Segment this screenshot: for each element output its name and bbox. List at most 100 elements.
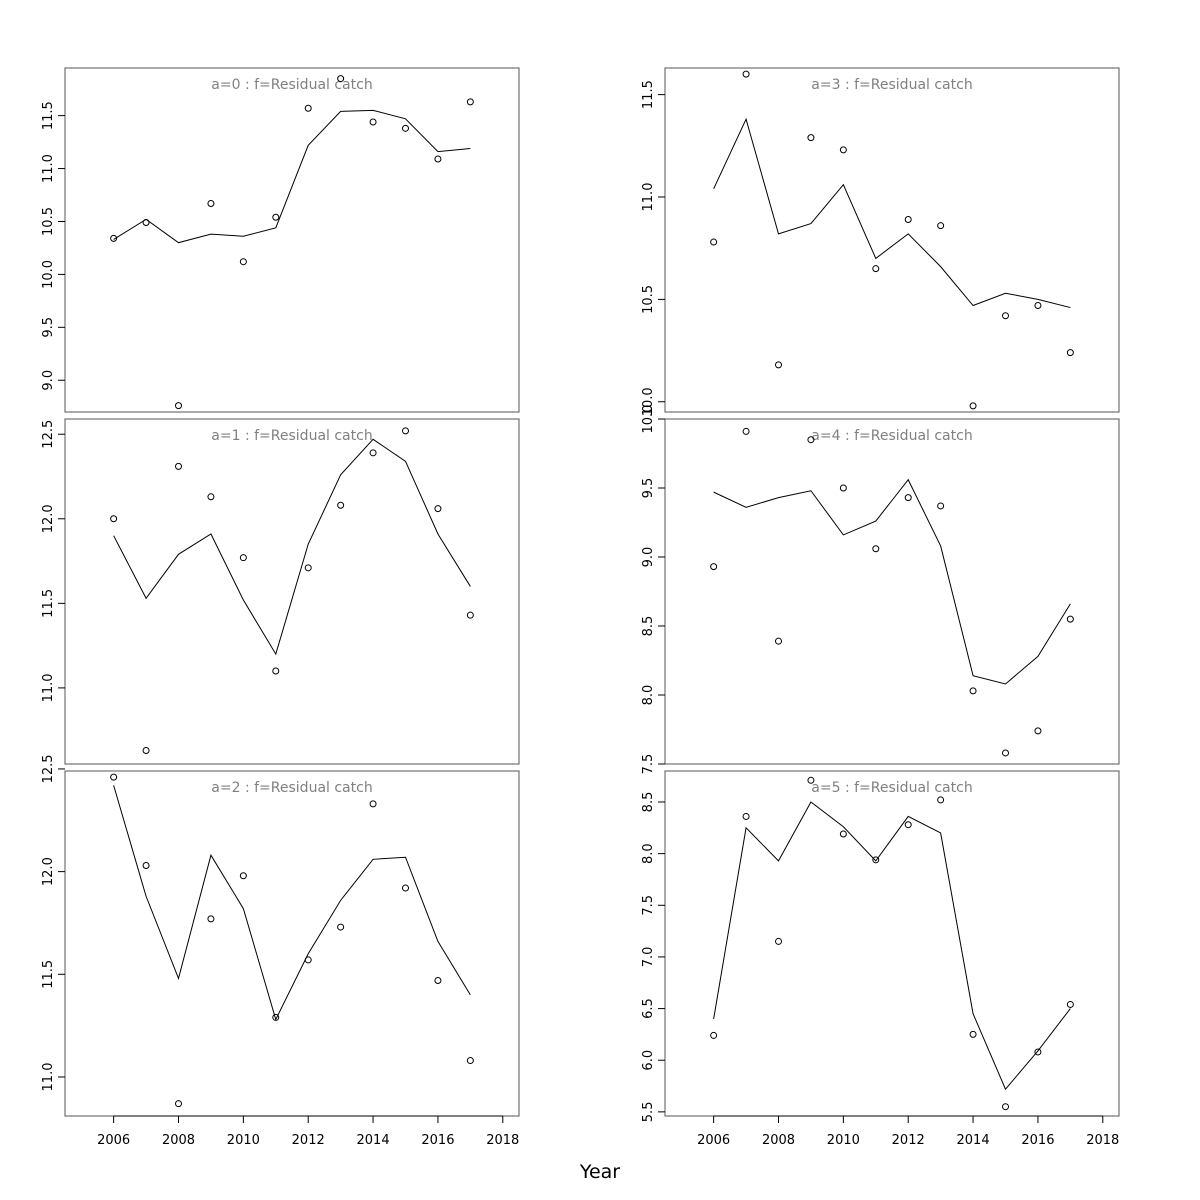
x-tick-label: 2010 <box>827 1133 860 1148</box>
plot-frame <box>64 770 520 1117</box>
x-tick-label: 2008 <box>762 1133 795 1148</box>
panel-title: a=2 : f=Residual catch <box>211 780 372 796</box>
y-tick-label: 9.0 <box>41 370 56 391</box>
y-tick-label: 8.0 <box>641 843 656 864</box>
observed-point <box>175 1100 182 1108</box>
observed-point <box>839 484 847 492</box>
panel-title: a=3 : f=Residual catch <box>811 77 972 93</box>
y-tick-label: 10.5 <box>41 207 56 236</box>
observed-point <box>337 501 345 509</box>
observed-point <box>239 554 247 562</box>
observed-point <box>807 134 815 142</box>
panel-3: a=4 : f=Residual catch 7.5 8.0 8.5 9.0 9.5 10.… <box>641 405 1120 775</box>
observed-point <box>272 667 280 675</box>
y-tick-label: 11.0 <box>41 673 56 702</box>
observed-point <box>369 449 377 457</box>
observed-point <box>402 884 409 892</box>
panel-2: a=1 : f=Residual catch 11.0 11.5 12.0 12.5 <box>41 418 520 765</box>
plot-frame <box>64 67 520 413</box>
observed-point <box>466 611 474 619</box>
fitted-line <box>713 478 1071 685</box>
plot-frame <box>664 67 1120 413</box>
y-tick-label: 11.0 <box>641 183 656 212</box>
observed-point <box>272 1013 280 1021</box>
y-tick-label: 9.0 <box>641 547 656 568</box>
y-tick-label: 7.0 <box>641 947 656 968</box>
x-tick-label: 2010 <box>227 1133 260 1148</box>
panel-title: a=0 : f=Residual catch <box>211 77 372 93</box>
x-tick-label: 2018 <box>486 1133 519 1148</box>
observed-point <box>904 216 912 224</box>
observed-point <box>207 915 215 923</box>
y-tick-label: 11.0 <box>41 1063 56 1092</box>
observed-point <box>937 222 945 230</box>
y-tick-label: 12.5 <box>41 420 56 449</box>
observed-point <box>969 1030 977 1038</box>
y-tick-label: 11.0 <box>41 154 56 183</box>
observed-point <box>434 155 442 163</box>
observed-point <box>742 812 750 820</box>
observed-point <box>434 505 442 513</box>
y-tick-label: 8.5 <box>641 616 656 637</box>
y-tick-label: 6.0 <box>641 1050 656 1071</box>
observed-point <box>369 800 377 808</box>
x-tick-label: 2006 <box>697 1133 730 1148</box>
x-tick-label: 2018 <box>1086 1133 1119 1148</box>
observed-point <box>775 361 782 369</box>
observed-point <box>239 872 247 880</box>
observed-point <box>1002 312 1009 320</box>
y-tick-label: 9.5 <box>41 317 56 338</box>
observed-point <box>142 219 150 227</box>
observed-point <box>775 637 782 645</box>
y-tick-label: 9.5 <box>641 478 656 499</box>
observed-point <box>1002 749 1009 757</box>
observed-point <box>337 75 345 83</box>
observed-point <box>839 830 847 838</box>
panel-title: a=5 : f=Residual catch <box>811 780 972 796</box>
observed-point <box>110 515 118 523</box>
observed-point <box>142 746 150 754</box>
plot-frame <box>664 418 1120 765</box>
x-tick-label: 2016 <box>1021 1133 1054 1148</box>
observed-point <box>872 265 880 273</box>
observed-point <box>710 563 718 571</box>
y-tick-label: 5.5 <box>641 1102 656 1123</box>
y-tick-label: 8.0 <box>641 685 656 706</box>
observed-point <box>839 146 847 154</box>
fitted-line <box>113 109 471 244</box>
y-tick-label: 7.5 <box>641 754 656 775</box>
observed-point <box>402 124 409 132</box>
observed-point <box>239 258 247 266</box>
observed-point <box>807 776 815 784</box>
fitted-line <box>113 438 471 656</box>
panels: a=0 : f=Residual catch 9.0 9.5 10.0 10.5 11.0… <box>41 67 1120 1148</box>
observed-point <box>110 773 118 781</box>
observed-point <box>710 238 718 246</box>
y-tick-label: 6.5 <box>641 998 656 1019</box>
observed-point <box>272 213 280 221</box>
observed-point <box>1034 727 1042 735</box>
observed-point <box>1034 1048 1042 1056</box>
panel-5: a=5 : f=Residual catch 5.5 6.0 6.5 7.0 7.5 8.0… <box>641 770 1120 1148</box>
observed-point <box>969 402 977 410</box>
observed-point <box>337 923 345 931</box>
observed-point <box>969 687 977 695</box>
y-tick-label: 8.5 <box>641 792 656 813</box>
y-tick-label: 10.0 <box>41 260 56 289</box>
plot-frame <box>64 418 520 765</box>
observed-point <box>207 199 215 207</box>
observed-point <box>904 821 912 829</box>
y-tick-label: 10.0 <box>641 405 656 434</box>
observed-point <box>402 427 409 435</box>
observed-point <box>466 1057 474 1065</box>
observed-point <box>304 564 312 572</box>
observed-point <box>1034 302 1042 310</box>
observed-point <box>1066 615 1074 623</box>
observed-point <box>937 796 945 804</box>
observed-point <box>142 861 150 869</box>
observed-point <box>1002 1103 1009 1111</box>
y-tick-label: 11.5 <box>641 80 656 109</box>
fitted-line <box>713 801 1071 1091</box>
y-tick-label: 12.5 <box>41 754 56 783</box>
